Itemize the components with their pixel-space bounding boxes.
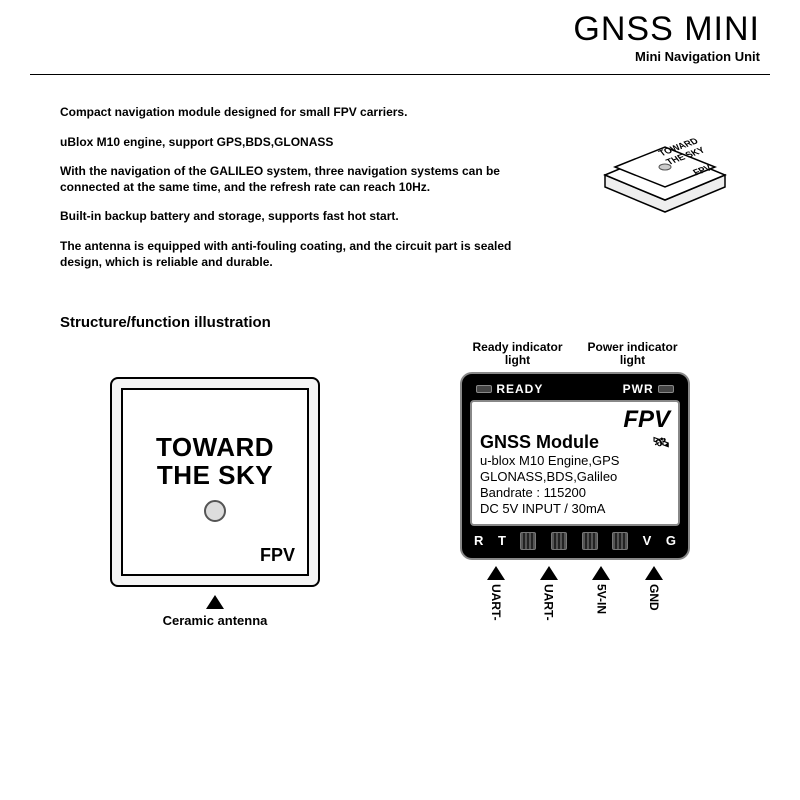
pcb-pin-row: R T V G <box>470 526 680 550</box>
header: GNSS MINI Mini Navigation Unit <box>0 0 800 68</box>
pin-label-3: GND <box>647 584 661 611</box>
antenna-caption: Ceramic antenna <box>110 613 320 628</box>
arrow-up-icon <box>645 566 663 580</box>
pin-R: R <box>474 533 483 548</box>
page-title: GNSS MINI <box>0 10 760 49</box>
led-icon <box>476 385 492 393</box>
pin-label-1: UART- <box>542 584 556 621</box>
pin-label-2: 5V-IN <box>594 584 608 614</box>
antenna-text-2: THE SKY <box>157 462 273 488</box>
intro-p3: With the navigation of the GALILEO syste… <box>60 164 520 195</box>
pcb-column: Ready indicator light Power indicator li… <box>460 341 690 620</box>
page-subtitle: Mini Navigation Unit <box>0 49 760 64</box>
antenna-dot-icon <box>204 500 226 522</box>
pcb-screen: FPV GNSS Module 🛰 u-blox M10 Engine,GPS … <box>470 400 680 526</box>
isometric-module-illustration: TOWARD THE SKY FPV <box>585 105 745 225</box>
intro-p2: uBlox M10 engine, support GPS,BDS,GLONAS… <box>60 135 520 151</box>
illustration-row: TOWARD THE SKY FPV Ceramic antenna Ready… <box>0 341 800 628</box>
pcb-gnss-line: GNSS Module 🛰 <box>480 432 670 453</box>
ready-indicator-label: Ready indicator light <box>460 341 575 367</box>
intro-p4: Built-in backup battery and storage, sup… <box>60 209 520 225</box>
arrow-up-icon <box>487 566 505 580</box>
pin-col: UART- <box>529 566 569 621</box>
spec-3: Bandrate : 115200 <box>480 485 670 501</box>
pin-label-0: UART- <box>489 584 503 621</box>
pin-col: UART- <box>476 566 516 621</box>
solder-pad-icon <box>582 532 598 550</box>
arrow-up-icon <box>592 566 610 580</box>
spec-2: GLONASS,BDS,Galileo <box>480 469 670 485</box>
ready-text: READY <box>496 382 543 396</box>
intro-p1: Compact navigation module designed for s… <box>60 105 520 121</box>
pin-col: 5V-IN <box>581 566 621 621</box>
satellite-icon: 🛰 <box>652 434 670 451</box>
arrow-up-icon <box>540 566 558 580</box>
led-icon <box>658 385 674 393</box>
pcb-module: READY PWR FPV GNSS Module 🛰 u-blox M10 E… <box>460 372 690 560</box>
antenna-outer: TOWARD THE SKY FPV <box>110 377 320 587</box>
antenna-text-1: TOWARD <box>156 434 274 460</box>
antenna-column: TOWARD THE SKY FPV Ceramic antenna <box>110 341 320 628</box>
pin-G: G <box>666 533 676 548</box>
led-ready: READY <box>476 382 543 396</box>
pin-arrow-row: UART- UART- 5V-IN GND <box>460 566 690 621</box>
pcb-led-row: READY PWR <box>470 382 680 400</box>
solder-pad-icon <box>520 532 536 550</box>
pin-V: V <box>643 533 652 548</box>
antenna-brand: FPV <box>260 545 295 566</box>
led-pwr: PWR <box>623 382 674 396</box>
spec-1: u-blox M10 Engine,GPS <box>480 453 670 469</box>
spec-4: DC 5V INPUT / 30mA <box>480 501 670 517</box>
pcb-fpv: FPV <box>480 408 670 432</box>
pwr-text: PWR <box>623 382 654 396</box>
gnss-text: GNSS Module <box>480 432 599 453</box>
solder-pad-icon <box>551 532 567 550</box>
intro-section: Compact navigation module designed for s… <box>0 75 800 294</box>
pin-col: GND <box>634 566 674 621</box>
section-title: Structure/function illustration <box>60 314 800 331</box>
arrow-up-icon <box>206 595 224 609</box>
intro-p5: The antenna is equipped with anti-foulin… <box>60 239 520 270</box>
antenna-inner: TOWARD THE SKY FPV <box>121 388 309 576</box>
pin-T: T <box>498 533 506 548</box>
solder-pad-icon <box>612 532 628 550</box>
power-indicator-label: Power indicator light <box>575 341 690 367</box>
pcb-top-labels: Ready indicator light Power indicator li… <box>460 341 690 367</box>
